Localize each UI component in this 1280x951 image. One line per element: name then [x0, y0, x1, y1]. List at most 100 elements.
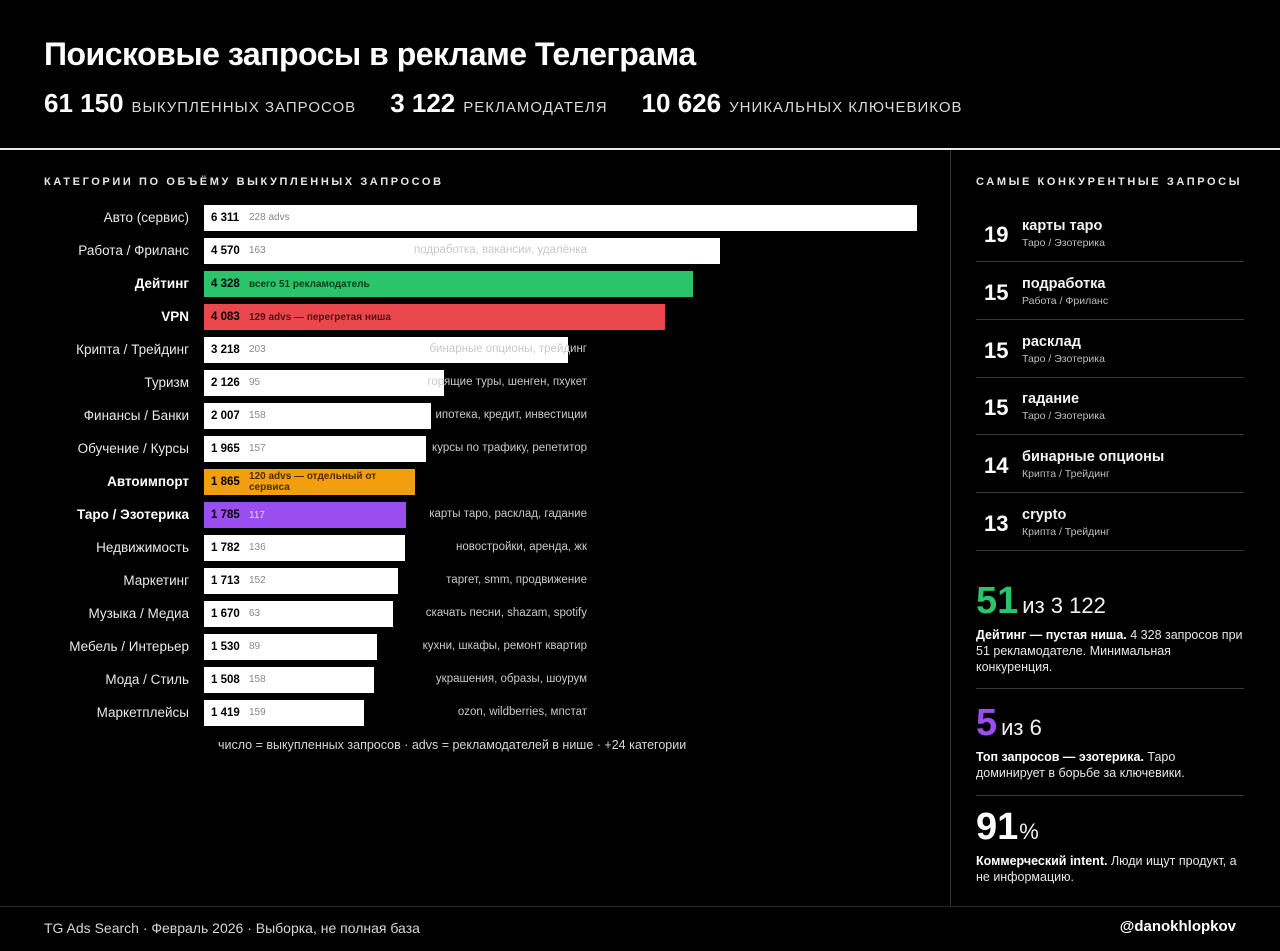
fact-description: Топ запросов — эзотерика. Таро доминируе… — [976, 749, 1244, 781]
fact-rest: Таро доминирует в борьбе за ключевики. — [976, 750, 1185, 780]
category-keywords: новостройки, аренда, жк — [456, 541, 587, 553]
bar-note: 158 — [249, 410, 266, 421]
bar-value-label: 1 965 — [211, 443, 240, 455]
bar: 1 785 117 — [204, 502, 406, 528]
category-label: Авто (сервис) — [103, 210, 189, 225]
stat-advertisers: 3 122 РЕКЛАМОДАТЕЛЯ — [390, 88, 607, 119]
bar: 1 965 157 — [204, 436, 426, 462]
summary-stats: 61 150 ВЫКУПЛЕННЫХ ЗАПРОСОВ 3 122 РЕКЛАМ… — [44, 88, 997, 119]
query-category: Крипта / Трейдинг — [1022, 468, 1110, 481]
category-label: Недвижимость — [96, 540, 189, 555]
fact-rest: 4 328 запросов при 51 рекламодателе. Мин… — [976, 628, 1243, 674]
fact-of: из 3 122 — [1022, 593, 1106, 618]
fact-of: % — [1019, 819, 1039, 844]
categories-bar-chart: Авто (сервис) 6 311 228 advs Работа / Фрила… — [69, 205, 917, 726]
category-keywords: бинарные опционы, трейдинг — [429, 343, 587, 355]
bar-value-label: 2 126 — [211, 377, 240, 389]
author-handle[interactable]: @danokhlopkov — [1119, 918, 1236, 935]
advertiser-count: 15 — [984, 337, 1009, 363]
query-text: подработка — [1022, 275, 1106, 292]
top-query-row: 15 гадание Таро / Эзотерика — [976, 377, 1244, 436]
footer-source: TG Ads Search · Февраль 2026 · Выборка, … — [44, 920, 420, 936]
bar-value-label: 1 782 — [211, 542, 240, 554]
bar-value-label: 6 311 — [211, 212, 240, 224]
query-text: crypto — [1022, 507, 1067, 523]
category-label: Мебель / Интерьер — [69, 639, 189, 654]
category-keywords: таргет, smm, продвижение — [446, 574, 587, 586]
bar-note: 63 — [249, 608, 261, 619]
bar-value-label: 1 865 — [211, 476, 240, 488]
bar-value-label: 1 419 — [211, 707, 240, 719]
bar-note: 136 — [249, 542, 266, 553]
category-label: Маркетплейсы — [96, 705, 189, 720]
bar: 1 670 63 — [204, 601, 393, 627]
bar-note: всего 51 рекламодатель — [249, 278, 370, 290]
bar: 2 007 158 — [204, 403, 431, 429]
bar-note: 163 — [249, 245, 266, 256]
fact-of: из 6 — [1001, 715, 1042, 740]
bar: 2 126 95 — [204, 370, 444, 396]
fact-bold: Коммерческий intent. — [976, 854, 1108, 868]
category-keywords: кухни, шкафы, ремонт квартир — [422, 640, 587, 652]
bar-note: 117 — [249, 509, 265, 521]
bar-note: 152 — [249, 575, 266, 586]
top-query-row: 19 карты таро Таро / Эзотерика — [976, 204, 1244, 262]
fact-esoterics: 5 из 6 Топ запросов — эзотерика. Таро до… — [976, 702, 1244, 781]
bar-value-label: 1 713 — [211, 575, 240, 587]
category-keywords: курсы по трафику, репетитор — [432, 442, 587, 454]
fact-bold: Дейтинг — пустая ниша. — [976, 628, 1127, 642]
category-keywords: ипотека, кредит, инвестиции — [435, 409, 587, 421]
header-divider — [0, 148, 1280, 150]
bar-note: 89 — [249, 641, 261, 652]
query-text: бинарные опционы — [1022, 449, 1165, 466]
category-label: Маркетинг — [123, 573, 189, 588]
bar-note: 159 — [249, 707, 266, 718]
advertiser-count: 15 — [984, 279, 1009, 305]
stat-label: ВЫКУПЛЕННЫХ ЗАПРОСОВ — [131, 99, 357, 116]
advertiser-count: 19 — [984, 222, 1009, 247]
fact-divider — [976, 688, 1244, 689]
bar: 1 419 159 — [204, 700, 364, 726]
stat-unique-keywords: 10 626 УНИКАЛЬНЫХ КЛЮЧЕВИКОВ — [642, 88, 963, 119]
query-text: расклад — [1022, 333, 1081, 350]
bar-value-label: 1 508 — [211, 674, 240, 686]
category-keywords: горящие туры, шенген, пхукет — [427, 376, 587, 388]
top-queries-section-title: САМЫЕ КОНКУРЕНТНЫЕ ЗАПРОСЫ — [976, 176, 1243, 188]
top-query-row: 14 бинарные опционы Крипта / Трейдинг — [976, 435, 1244, 494]
fact-rest: Люди ищут продукт, а не информацию. — [976, 854, 1237, 884]
top-query-row: 13 crypto Крипта / Трейдинг — [976, 493, 1244, 551]
category-label: Дейтинг — [134, 276, 189, 291]
query-category: Таро / Эзотерика — [1022, 410, 1105, 423]
page-title: Поисковые запросы в рекламе Телеграма — [44, 36, 696, 72]
bar: 6 311 228 advs — [204, 205, 917, 231]
bar: 1 865 120 advs — отдельный от сервиса — [204, 469, 415, 495]
footer-divider — [0, 906, 1280, 907]
fact-divider — [976, 795, 1244, 796]
stat-value: 10 626 — [641, 88, 722, 118]
category-label: Работа / Фриланс — [78, 243, 189, 258]
bar-note: 95 — [249, 377, 261, 388]
query-category: Таро / Эзотерика — [1022, 237, 1105, 249]
bar-value-label: 3 218 — [211, 344, 240, 356]
bar-note: 157 — [249, 443, 266, 454]
bar: 1 508 158 — [204, 667, 374, 693]
category-keywords: подработка, вакансии, удалёнка — [414, 244, 587, 256]
advertiser-count: 13 — [984, 511, 1009, 536]
bar: 4 570 163 — [204, 238, 720, 264]
category-keywords: карты таро, расклад, гадание — [429, 508, 587, 520]
bar-note: 228 advs — [249, 212, 290, 223]
fact-description: Дейтинг — пустая ниша. 4 328 запросов пр… — [976, 627, 1244, 675]
category-label: Мода / Стиль — [105, 672, 189, 687]
bar: 3 218 203 — [204, 337, 568, 363]
fact-dating: 51 из 3 122 Дейтинг — пустая ниша. 4 328… — [976, 580, 1244, 675]
bar-value-label: 4 570 — [211, 245, 240, 257]
category-label: Крипта / Трейдинг — [76, 342, 189, 357]
fact-description: Коммерческий intent. Люди ищут продукт, … — [976, 853, 1244, 885]
bar-value-label: 4 328 — [211, 278, 240, 290]
query-text: карты таро — [1022, 218, 1103, 234]
bar-note: 129 advs — перегретая ниша — [249, 311, 391, 323]
category-keywords: ozon, wildberries, мпстат — [457, 706, 587, 718]
bar: 4 328 всего 51 рекламодатель — [204, 271, 693, 297]
bar: 1 530 89 — [204, 634, 377, 660]
category-label: Обучение / Курсы — [77, 441, 189, 456]
